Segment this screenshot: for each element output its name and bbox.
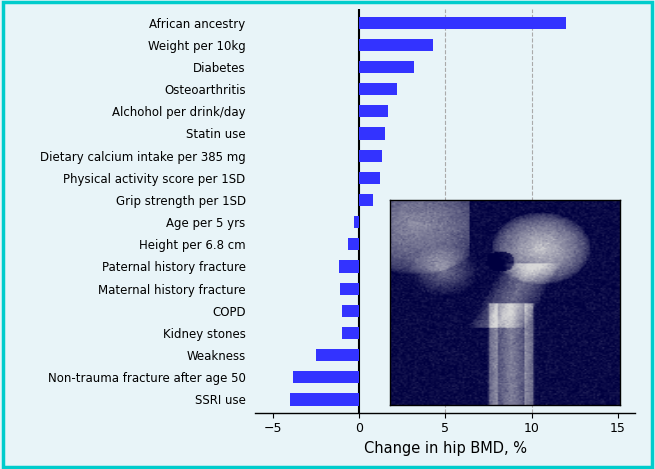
Bar (359, 105, 388, 117)
Bar (354, 216, 359, 228)
Bar (342, 327, 359, 339)
Bar (359, 172, 380, 184)
Bar (359, 128, 385, 140)
Bar (290, 393, 359, 406)
Bar (359, 39, 434, 51)
Bar (348, 238, 359, 250)
Bar (359, 16, 567, 29)
Bar (340, 282, 359, 295)
Bar (293, 371, 359, 383)
Bar (359, 61, 415, 73)
Bar (359, 150, 381, 162)
Bar (339, 260, 359, 272)
Bar (316, 349, 359, 361)
Bar (359, 194, 373, 206)
Bar (342, 305, 359, 317)
Bar (359, 83, 397, 95)
X-axis label: Change in hip BMD, %: Change in hip BMD, % (364, 441, 527, 456)
